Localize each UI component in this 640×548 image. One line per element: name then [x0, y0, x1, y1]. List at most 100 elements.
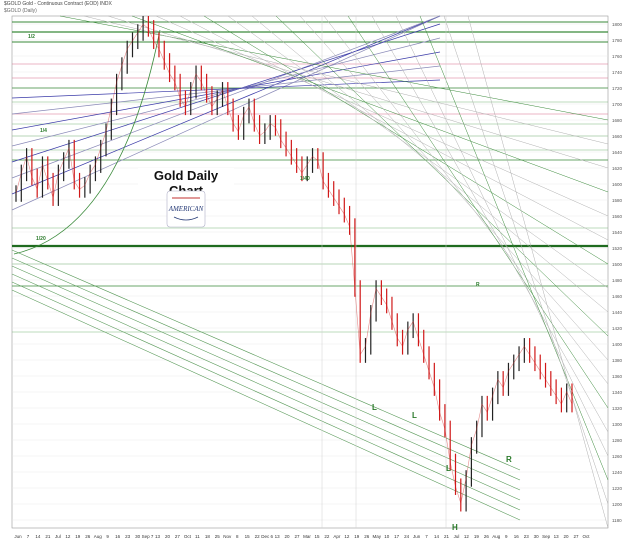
y-tick-label: 1180 — [612, 518, 622, 523]
y-tick-label: 1440 — [612, 310, 623, 315]
x-tick-label: 10 — [384, 534, 390, 539]
x-tick-label: 14 — [35, 534, 41, 539]
y-tick-label: 1660 — [612, 134, 623, 139]
x-tick-label: 27 — [175, 534, 181, 539]
x-tick-label: Oct — [582, 534, 590, 539]
chart-annotation-label: 1/4 — [40, 128, 47, 134]
y-tick-label: 1680 — [612, 118, 623, 123]
x-tick-label: 25 — [215, 534, 221, 539]
y-tick-label: 1720 — [612, 86, 623, 91]
y-tick-label: 1340 — [612, 390, 623, 395]
y-tick-label: 1600 — [612, 182, 623, 187]
x-tick-label: 13 — [554, 534, 560, 539]
x-tick-label: Jul — [55, 534, 61, 539]
trend-fan-line-up — [11, 79, 441, 99]
trend-long-diagonal — [11, 249, 521, 471]
x-tick-label: 14 — [434, 534, 440, 539]
chart-header-subtitle: $GOLD (Daily) — [4, 8, 37, 14]
x-tick-label: 27 — [295, 534, 301, 539]
trend-channel-line-down — [467, 15, 609, 529]
x-tick-label: 26 — [364, 534, 370, 539]
x-tick-label: Dec 6 — [261, 534, 273, 539]
x-tick-label: May — [372, 534, 381, 539]
x-tick-label: 12 — [344, 534, 350, 539]
trend-channel-line-down — [347, 15, 609, 409]
trend-channel-line-down — [59, 15, 609, 121]
trend-channel-line-down — [131, 15, 609, 193]
trend-long-diagonal — [11, 257, 521, 481]
y-tick-label: 1380 — [612, 358, 623, 363]
chart-annotation-label: L — [446, 464, 451, 473]
y-tick-label: 1520 — [612, 246, 623, 251]
x-tick-label: 19 — [354, 534, 360, 539]
trend-channel-line-down — [203, 15, 609, 265]
x-tick-label: 15 — [245, 534, 251, 539]
x-tick-label: 26 — [85, 534, 91, 539]
x-tick-label: Jul — [454, 534, 460, 539]
y-tick-label: 1800 — [612, 22, 623, 27]
x-tick-label: 12 — [464, 534, 470, 539]
trend-channel-line-down — [227, 15, 609, 289]
y-tick-label: 1640 — [612, 150, 623, 155]
y-tick-label: 1740 — [612, 70, 623, 75]
x-tick-label: 22 — [255, 534, 261, 539]
trend-fan-line-up — [11, 15, 441, 179]
trend-long-diagonal — [11, 265, 521, 491]
x-tick-label: 7 — [425, 534, 428, 539]
x-tick-label: Mar — [303, 534, 311, 539]
y-tick-label: 1700 — [612, 102, 623, 107]
trend-channel-line-down — [371, 15, 609, 433]
x-tick-label: 8 — [236, 534, 239, 539]
x-tick-label: 30 — [135, 534, 141, 539]
x-tick-label: Apr — [333, 534, 341, 539]
x-tick-label: 11 — [195, 534, 200, 539]
x-tick-label: Sep 7 — [142, 534, 154, 539]
chart-annotation-label: 1/20 — [36, 236, 46, 242]
plot-area — [11, 15, 609, 529]
x-tick-label: Jun — [413, 534, 421, 539]
chart-annotation-label: 1/2 — [28, 34, 35, 40]
trend-channel-line-down — [443, 15, 609, 505]
x-tick-label: 19 — [75, 534, 81, 539]
trend-fan-line-up — [11, 15, 441, 195]
y-tick-label: 1360 — [612, 374, 623, 379]
x-tick-label: 13 — [155, 534, 161, 539]
trend-fan-line-up — [11, 37, 441, 147]
x-tick-label: 20 — [564, 534, 570, 539]
trend-long-diagonal — [11, 273, 521, 501]
y-tick-label: 1620 — [612, 166, 623, 171]
y-tick-label: 1460 — [612, 294, 623, 299]
x-tick-label: 16 — [115, 534, 121, 539]
trend-channel-line-down — [83, 15, 609, 145]
chart-annotation-label: R — [476, 282, 480, 288]
x-tick-label: 19 — [474, 534, 480, 539]
y-tick-label: 1540 — [612, 230, 623, 235]
x-tick-label: 18 — [205, 534, 211, 539]
x-tick-label: 30 — [534, 534, 540, 539]
y-tick-label: 1320 — [612, 406, 623, 411]
x-tick-label: 20 — [165, 534, 171, 539]
trend-channel-line-down — [179, 15, 609, 241]
trend-channel-line-down — [251, 15, 609, 313]
trend-channel-line-down — [395, 15, 609, 457]
y-tick-label: 1240 — [612, 470, 623, 475]
x-tick-label: 23 — [125, 534, 131, 539]
trend-channel-line-down — [419, 15, 609, 481]
x-tick-label: 24 — [404, 534, 410, 539]
chart-annotation-label: R — [506, 455, 512, 464]
chart-annotation-label: H — [452, 523, 458, 532]
x-tick-label: Aug — [492, 534, 501, 539]
x-tick-label: 15 — [314, 534, 320, 539]
trend-long-diagonal — [11, 289, 521, 521]
y-tick-label: 1760 — [612, 54, 623, 59]
x-tick-label: Nov — [223, 534, 232, 539]
y-tick-label: 1560 — [612, 214, 623, 219]
american-bullion-logo: AMERICAN — [166, 190, 206, 228]
trend-channel-line-down — [107, 15, 609, 169]
x-tick-label: 21 — [45, 534, 51, 539]
chart-annotation-label: L — [372, 403, 377, 412]
y-tick-label: 1420 — [612, 326, 623, 331]
x-tick-label: 22 — [324, 534, 330, 539]
trend-fan-line-up — [11, 15, 441, 211]
